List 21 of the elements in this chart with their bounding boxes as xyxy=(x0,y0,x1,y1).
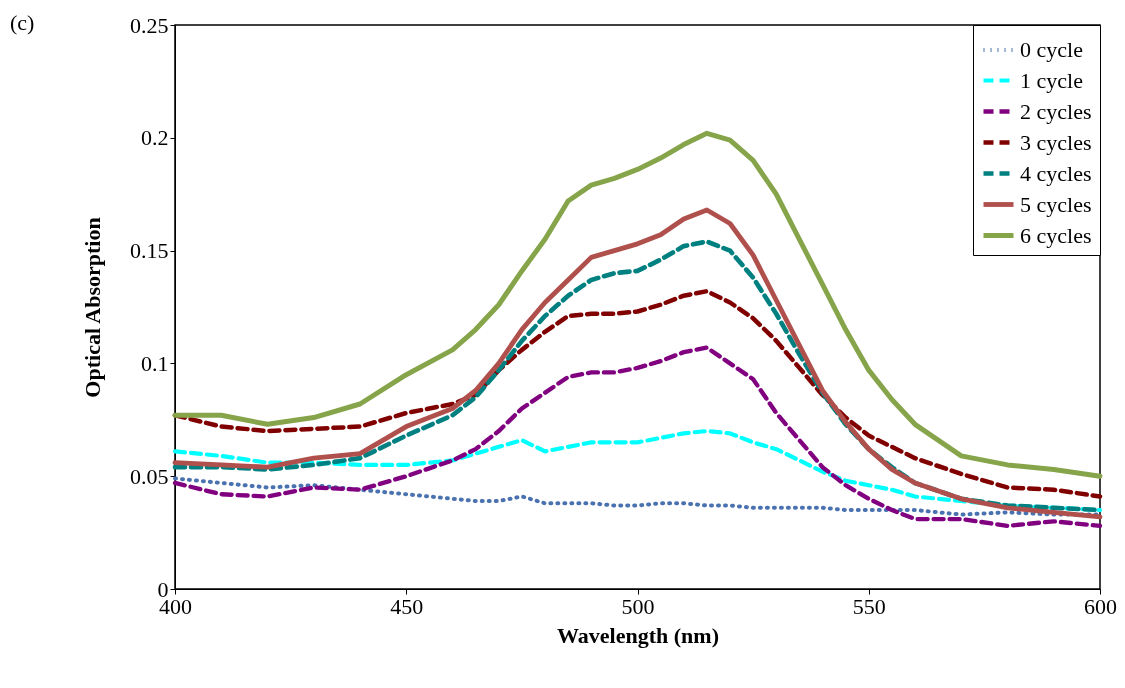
text: (c) xyxy=(10,10,35,35)
y-tick-label: 0.1 xyxy=(141,350,169,376)
y-tick-label: 0.05 xyxy=(130,463,169,489)
legend-label: 5 cycles xyxy=(1020,191,1092,217)
x-tick-label: 500 xyxy=(621,593,655,619)
legend-label: 3 cycles xyxy=(1020,129,1092,155)
line-series xyxy=(172,428,1103,513)
x-axis-title: Wavelength (nm) xyxy=(557,622,719,648)
line-series xyxy=(172,345,1103,528)
y-tick-label: 0.2 xyxy=(141,125,169,151)
legend-label: 6 cycles xyxy=(1020,222,1092,248)
x-tick-label: 450 xyxy=(390,593,424,619)
y-tick-label: 0.25 xyxy=(130,12,169,38)
x-tick-label: 550 xyxy=(852,593,886,619)
legend-label: 4 cycles xyxy=(1020,160,1092,186)
legend-label: 1 cycle xyxy=(1020,67,1083,93)
y-tick-label: 0.15 xyxy=(130,238,169,264)
x-tick-label: 600 xyxy=(1084,593,1117,619)
y-axis-title: Optical Absorption xyxy=(80,217,105,398)
legend-label: 0 cycle xyxy=(1020,37,1083,62)
legend-label: 2 cycles xyxy=(1020,98,1092,124)
